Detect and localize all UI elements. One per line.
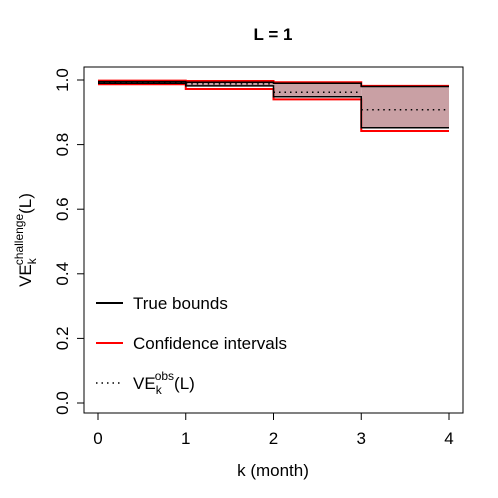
plot-area xyxy=(98,79,449,133)
band-step-4 xyxy=(361,86,449,128)
x-tick-label: 1 xyxy=(181,429,190,448)
y-tick-label: 0.4 xyxy=(53,262,72,286)
x-axis: 0 1 2 3 4 xyxy=(93,412,454,448)
legend-label-ve-obs-suffix: (L) xyxy=(174,374,195,393)
true-bounds-upper-line xyxy=(98,80,449,88)
x-tick-label: 4 xyxy=(444,429,453,448)
legend-label-confidence-intervals: Confidence intervals xyxy=(133,334,287,353)
band-step-1 xyxy=(98,81,186,84)
x-tick-label: 3 xyxy=(357,429,366,448)
legend: True bounds Confidence intervals VEkobs(… xyxy=(96,294,287,397)
legend-label-ve-obs-sub: k xyxy=(156,383,163,397)
x-tick-label: 0 xyxy=(93,429,102,448)
y-axis-label-main: VE xyxy=(16,264,35,287)
x-axis-label: k (month) xyxy=(237,461,309,480)
y-axis: 0.0 0.2 0.4 0.6 0.8 1.0 xyxy=(53,68,85,415)
y-tick-label: 1.0 xyxy=(53,68,72,92)
legend-label-ve-obs-main: VE xyxy=(133,374,156,393)
y-tick-label: 0.8 xyxy=(53,133,72,157)
y-tick-label: 0.0 xyxy=(53,391,72,415)
y-axis-label: VEkchallenge(L) xyxy=(12,193,39,287)
legend-label-ve-obs-sup: obs xyxy=(155,369,174,383)
y-tick-label: 0.6 xyxy=(53,197,72,221)
chart-title: L = 1 xyxy=(254,25,293,44)
legend-label-ve-obs: VEkobs(L) xyxy=(133,369,195,397)
x-tick-label: 2 xyxy=(269,429,278,448)
y-tick-label: 0.2 xyxy=(53,327,72,351)
y-axis-label-suffix: (L) xyxy=(16,193,35,214)
y-axis-label-sup: challenge xyxy=(12,214,26,266)
band-step-3 xyxy=(273,83,362,97)
band-step-2 xyxy=(185,82,274,86)
y-axis-label-sub: k xyxy=(25,257,39,264)
legend-label-true-bounds: True bounds xyxy=(133,294,228,313)
